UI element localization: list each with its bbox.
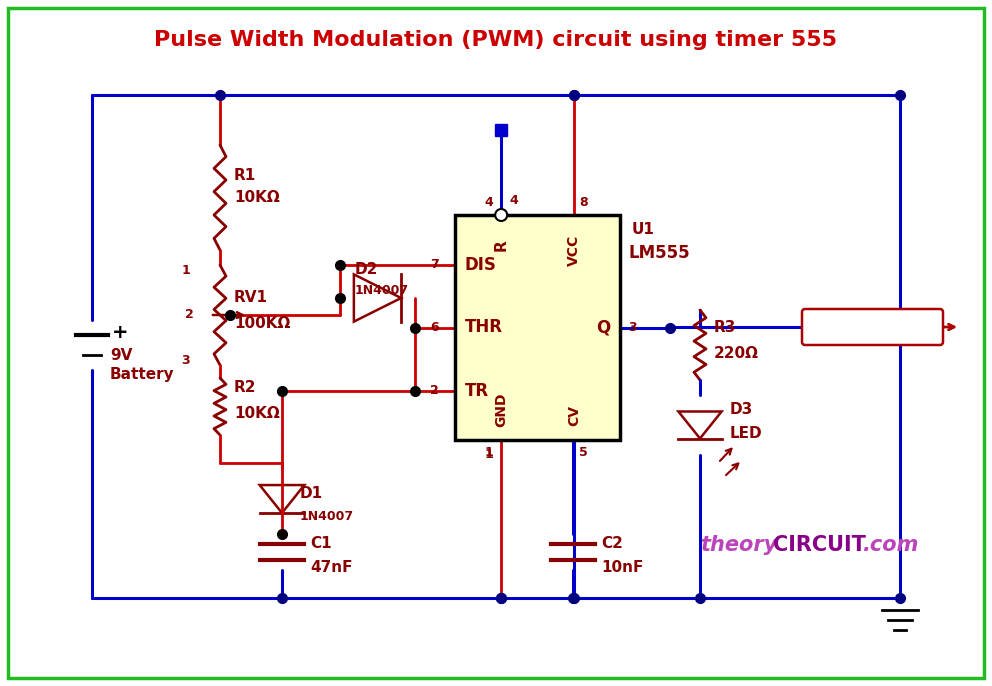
Text: VCC: VCC bbox=[566, 235, 580, 265]
Text: 4: 4 bbox=[509, 193, 518, 206]
Polygon shape bbox=[260, 485, 305, 513]
Text: 2: 2 bbox=[431, 384, 439, 397]
Text: 6: 6 bbox=[431, 321, 439, 334]
Text: Battery: Battery bbox=[110, 368, 175, 383]
Text: 1N4007: 1N4007 bbox=[355, 283, 409, 296]
Text: Q: Q bbox=[596, 318, 610, 337]
Text: LM555: LM555 bbox=[628, 244, 689, 262]
Text: 3: 3 bbox=[182, 353, 190, 366]
FancyBboxPatch shape bbox=[802, 309, 943, 345]
Text: C1: C1 bbox=[310, 536, 331, 552]
Text: +: + bbox=[112, 324, 129, 342]
Text: 1N4007: 1N4007 bbox=[300, 510, 354, 523]
Text: 3: 3 bbox=[628, 321, 637, 334]
Text: 1: 1 bbox=[484, 447, 493, 460]
Text: 8: 8 bbox=[578, 196, 587, 209]
Text: GND: GND bbox=[494, 393, 508, 427]
Text: D3: D3 bbox=[730, 403, 753, 418]
Circle shape bbox=[495, 209, 507, 221]
Text: C2: C2 bbox=[601, 536, 623, 552]
FancyBboxPatch shape bbox=[455, 215, 620, 440]
Text: PWM_Output: PWM_Output bbox=[821, 320, 923, 334]
Polygon shape bbox=[354, 274, 401, 322]
Text: 7: 7 bbox=[431, 258, 439, 271]
Text: TR: TR bbox=[465, 381, 489, 399]
Text: R1: R1 bbox=[234, 167, 256, 182]
Text: theory: theory bbox=[700, 535, 778, 555]
Text: 2: 2 bbox=[186, 309, 194, 322]
Text: 1: 1 bbox=[182, 263, 190, 276]
Text: 10KΩ: 10KΩ bbox=[234, 189, 280, 204]
Text: 100KΩ: 100KΩ bbox=[234, 316, 291, 331]
Text: RV1: RV1 bbox=[234, 289, 268, 305]
Text: CIRCUIT: CIRCUIT bbox=[773, 535, 866, 555]
Text: Pulse Width Modulation (PWM) circuit using timer 555: Pulse Width Modulation (PWM) circuit usi… bbox=[155, 30, 837, 50]
Text: THR: THR bbox=[465, 318, 503, 337]
Text: 9V: 9V bbox=[110, 348, 132, 362]
Text: 4: 4 bbox=[484, 196, 493, 209]
Text: R3: R3 bbox=[714, 320, 736, 335]
Polygon shape bbox=[679, 412, 721, 438]
Text: CV: CV bbox=[566, 405, 580, 425]
Text: D1: D1 bbox=[300, 486, 323, 501]
Text: .com: .com bbox=[862, 535, 919, 555]
Text: 10nF: 10nF bbox=[601, 560, 644, 576]
Text: R: R bbox=[494, 239, 509, 251]
Text: 220Ω: 220Ω bbox=[714, 346, 759, 361]
Text: DIS: DIS bbox=[465, 255, 497, 274]
Text: D2: D2 bbox=[355, 263, 378, 278]
Text: R2: R2 bbox=[234, 381, 257, 396]
Text: U1: U1 bbox=[632, 222, 655, 237]
Text: 1: 1 bbox=[484, 445, 493, 458]
Text: LED: LED bbox=[730, 425, 763, 440]
Text: 47nF: 47nF bbox=[310, 560, 352, 576]
Text: 10KΩ: 10KΩ bbox=[234, 407, 280, 421]
Text: 5: 5 bbox=[578, 445, 587, 458]
